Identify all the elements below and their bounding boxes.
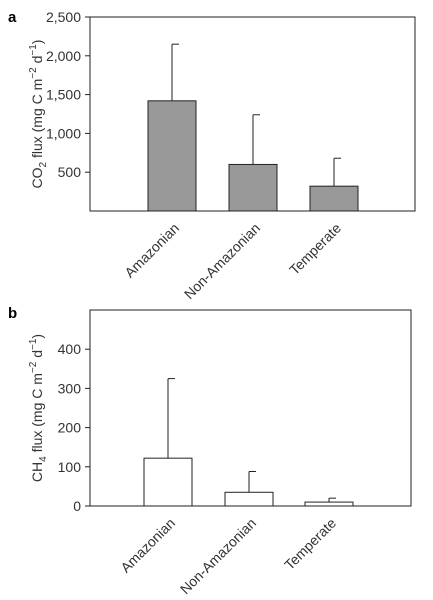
y-tick-label: 1,000	[46, 125, 81, 141]
category-label: Temperate	[281, 515, 339, 573]
panel-letter-a: a	[8, 9, 17, 26]
y-tick-label: 500	[58, 164, 82, 180]
bar-temperate	[304, 501, 354, 507]
y-tick-label: 400	[58, 341, 82, 357]
panel-a-co2-chart: a 500 1,000 1,500 2,000 2,500 AmazonianNon-Ama…	[8, 9, 416, 302]
bar-amazonian	[147, 100, 197, 212]
bar-non-amazonian	[224, 491, 274, 507]
y-tick-label: 2,000	[46, 48, 81, 64]
y-tick-label: 0	[73, 498, 81, 514]
plot-frame	[89, 309, 412, 507]
category-label: Temperate	[286, 220, 344, 278]
category-label: Non-Amazonian	[177, 515, 259, 597]
y-axis-label: CO2 flux (mg C m−2 d−1)	[28, 40, 49, 189]
category-label: Amazonian	[117, 515, 178, 576]
y-tick-label: 1,500	[46, 87, 81, 103]
bar-temperate	[309, 185, 359, 212]
bar-amazonian	[143, 457, 193, 507]
bar-non-amazonian	[228, 163, 278, 212]
panel-letter-b: b	[8, 305, 17, 322]
y-tick-label: 2,500	[46, 9, 81, 25]
y-axis-label: CH4 flux (mg C m−2 d−1)	[28, 334, 49, 482]
category-label: Amazonian	[121, 220, 182, 281]
y-tick-label: 200	[58, 420, 82, 436]
y-tick-label: 300	[58, 380, 82, 396]
category-label: Non-Amazonian	[181, 220, 263, 302]
y-tick-label: 100	[58, 459, 82, 475]
